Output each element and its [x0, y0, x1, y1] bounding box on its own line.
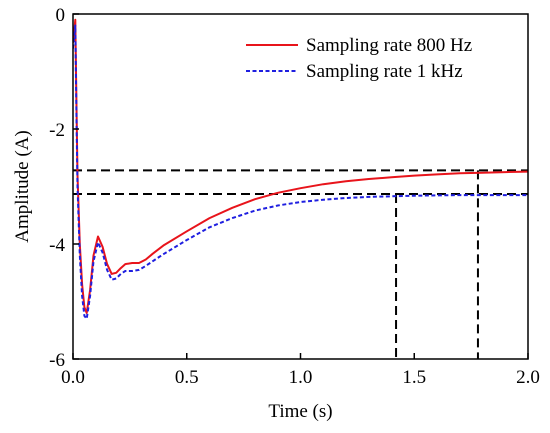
- y-tick-label: 0: [56, 5, 66, 26]
- x-tick-label: 0.0: [61, 367, 85, 388]
- legend: Sampling rate 800 Hz Sampling rate 1 kHz: [246, 35, 472, 82]
- series-line-1khz: [73, 24, 528, 320]
- y-tick-label: -4: [49, 235, 65, 256]
- x-tick-label: 1.5: [402, 367, 426, 388]
- series-lines: [73, 18, 528, 320]
- series-line-800hz: [73, 18, 528, 314]
- x-tick-label: 1.0: [289, 367, 313, 388]
- axis-ticks: [72, 13, 529, 360]
- x-tick-label: 0.5: [175, 367, 199, 388]
- y-tick-label: -6: [49, 350, 65, 371]
- x-tick-label: 2.0: [516, 367, 540, 388]
- legend-label-800hz: Sampling rate 800 Hz: [306, 35, 472, 56]
- x-axis-label: Time (s): [268, 401, 332, 422]
- reference-lines: [73, 169, 528, 359]
- legend-label-1khz: Sampling rate 1 kHz: [306, 61, 463, 82]
- y-axis-label: Amplitude (A): [12, 130, 33, 242]
- tick-labels: 0.0 0.5 1.0 1.5 2.0 0 -2 -4 -6: [49, 5, 540, 388]
- y-tick-label: -2: [49, 120, 65, 141]
